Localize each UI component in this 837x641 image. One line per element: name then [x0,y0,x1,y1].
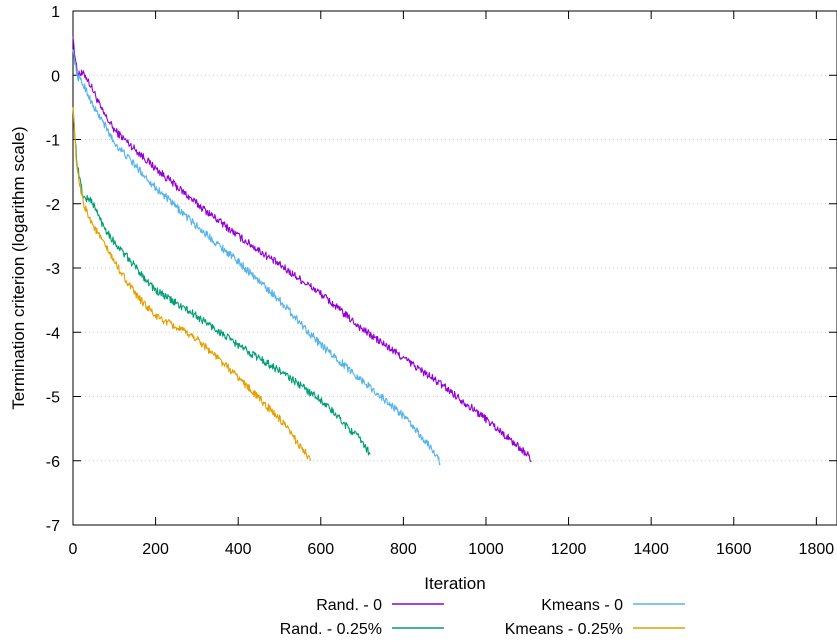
x-tick-label: 800 [390,541,417,558]
y-tick-label: -7 [46,518,60,535]
x-tick-label: 600 [307,541,334,558]
y-tick-label: 0 [51,68,60,85]
y-tick-label: -3 [46,261,60,278]
grid [73,74,837,462]
y-tick-label: -2 [46,197,60,214]
series-line-4 [72,107,311,461]
series-line-1 [72,36,532,463]
series-lines [72,36,532,466]
y-tick-label: -6 [46,454,60,471]
y-tick-label: -1 [46,133,60,150]
y-axis-title: Termination criterion (logarithm scale) [9,126,28,409]
legend-label: Kmeans - 0 [541,597,623,614]
y-tick-label: -5 [46,390,60,407]
x-tick-label: 1000 [468,541,504,558]
x-tick-label: 0 [69,541,78,558]
legend-label: Rand. - 0.25% [280,621,382,638]
y-tick-label: 1 [51,4,60,21]
series-line-2 [72,49,441,466]
x-tick-label: 1400 [633,541,669,558]
x-axis-title: Iteration [424,574,485,593]
legend-label: Kmeans - 0.25% [505,621,623,638]
x-tick-label: 1600 [716,541,752,558]
series-line-3 [72,107,371,456]
legend: Rand. - 0 Kmeans - 0 Rand. - 0.25% Kmeans -… [280,597,685,638]
axis-ticks: 1 0 -1 -2 -3 -4 -5 -6 -7 0 200 400 600 800 1000 1200 140… [46,4,837,558]
plot-area-frame [72,10,837,526]
x-tick-label: 200 [142,541,169,558]
y-tick-label: -4 [46,325,60,342]
legend-label: Rand. - 0 [316,597,382,614]
x-tick-label: 400 [225,541,252,558]
x-tick-label: 1200 [551,541,587,558]
x-tick-label: 1800 [799,541,835,558]
